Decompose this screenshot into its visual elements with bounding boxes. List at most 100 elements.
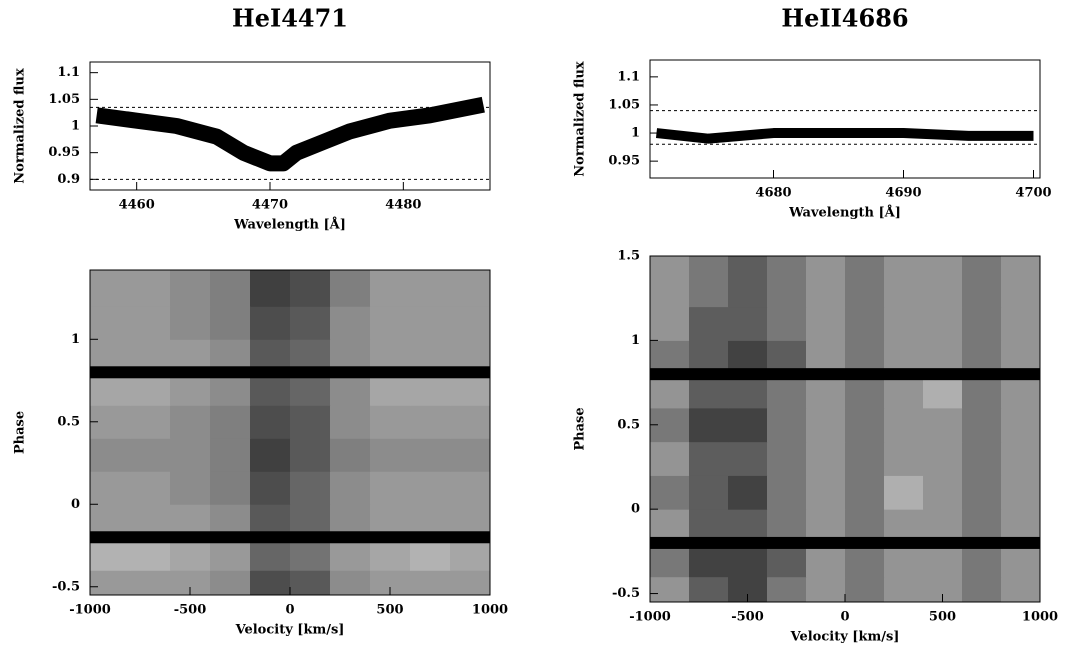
heatmap-cell: [1001, 407, 1041, 443]
heatmap-cell: [962, 475, 1002, 510]
heatmap-cell: [923, 256, 963, 308]
heatmap-cell: [962, 407, 1002, 443]
heatmap-cell: [1001, 306, 1041, 341]
heatmap-cell: [330, 438, 371, 472]
heatmap-cell: [210, 471, 251, 505]
x-tick-label: 4460: [119, 198, 155, 213]
y-tick-label: 1.05: [608, 97, 640, 112]
x-axis-label: Wavelength [Å]: [233, 217, 346, 233]
plot-frame: [649, 59, 1041, 179]
y-axis-label: Normalized flux: [13, 68, 28, 184]
heatmap-cell: [767, 441, 807, 476]
x-tick-label: -1000: [69, 603, 111, 618]
heatmap-cell: [130, 270, 171, 307]
panel-title: HeII4686: [781, 4, 908, 33]
heatmap-cell: [250, 471, 291, 505]
y-tick-label: 0.5: [617, 417, 640, 432]
heatmap-cell: [962, 441, 1002, 476]
heatmap-cell: [962, 256, 1002, 308]
heatmap-cell: [450, 306, 491, 340]
heatmap-cell: [884, 407, 924, 443]
heatmap-cell: [210, 438, 251, 472]
x-tick-label: 4680: [755, 186, 791, 201]
y-tick-label: 0.9: [57, 172, 80, 187]
x-axis-label: Wavelength [Å]: [788, 205, 901, 221]
heatmap-cell: [410, 438, 451, 472]
y-tick-label: 1: [631, 126, 640, 141]
y-tick-label: 0.5: [57, 414, 80, 429]
y-tick-label: 1: [71, 119, 80, 134]
y-axis-label: Normalized flux: [573, 61, 588, 177]
y-tick-label: 1.05: [48, 92, 80, 107]
y-tick-label: 1: [71, 332, 80, 347]
heatmap-cell: [90, 306, 131, 340]
heatmap-cell: [130, 405, 171, 439]
heatmap-cell: [290, 405, 331, 439]
heatmap-cell: [767, 256, 807, 308]
x-tick-label: 0: [840, 610, 849, 625]
x-tick-label: 0: [285, 603, 294, 618]
y-tick-label: -0.5: [612, 586, 640, 601]
spectrum: [95, 96, 485, 172]
x-tick-label: 4690: [885, 186, 921, 201]
heatmap-cell: [330, 405, 371, 439]
x-tick-label: 4700: [1015, 186, 1051, 201]
heatmap-cell: [210, 405, 251, 439]
heatmap-cell: [806, 256, 846, 308]
heatmap-cell: [728, 475, 768, 510]
heatmap-cell: [689, 306, 729, 341]
heatmap-cell: [370, 405, 411, 439]
heatmap-cell: [728, 306, 768, 341]
heatmap-cell: [410, 405, 451, 439]
heatmap-cell: [210, 306, 251, 340]
heatmap-cell: [845, 407, 885, 443]
heatmap-cell: [650, 441, 690, 476]
heatmap-cell: [650, 306, 690, 341]
spectrum: [655, 128, 1034, 144]
gap-band: [90, 366, 490, 379]
y-tick-label: 1.1: [57, 65, 80, 80]
y-tick-label: 0.95: [48, 145, 80, 160]
heatmap-cell: [250, 306, 291, 340]
heatmap-cell: [330, 471, 371, 505]
panel-title: HeI4471: [232, 4, 348, 33]
gap-band: [650, 536, 1040, 549]
heatmap-cell: [884, 441, 924, 476]
y-axis-label: Phase: [13, 411, 28, 454]
heatmap-cell: [410, 306, 451, 340]
x-axis-label: Velocity [km/s]: [790, 630, 900, 645]
heatmap-cell: [767, 475, 807, 510]
heatmap-cell: [728, 441, 768, 476]
y-tick-label: 0.95: [608, 154, 640, 169]
heatmap-cell: [170, 438, 211, 472]
heatmap-cell: [806, 306, 846, 341]
heatmap-cell: [370, 270, 411, 307]
x-tick-label: -1000: [629, 610, 671, 625]
heatmap-cell: [290, 438, 331, 472]
heatmap-cell: [806, 475, 846, 510]
heatmap-cell: [370, 438, 411, 472]
heatmap-cell: [884, 306, 924, 341]
heatmap-cell: [923, 441, 963, 476]
heatmap-cell: [130, 471, 171, 505]
heatmap-cell: [806, 441, 846, 476]
heatmap-cell: [450, 405, 491, 439]
heatmap-cell: [845, 256, 885, 308]
heatmap-cell: [689, 256, 729, 308]
heatmap-cell: [410, 270, 451, 307]
heatmap-cell: [450, 438, 491, 472]
gap-band: [90, 531, 490, 544]
heatmap-cell: [210, 270, 251, 307]
heatmap-cell: [450, 270, 491, 307]
x-tick-label: 4480: [385, 198, 421, 213]
heatmap-cell: [130, 306, 171, 340]
heatmap-cell: [370, 471, 411, 505]
heatmap-cell: [884, 475, 924, 510]
heatmap-cell: [767, 407, 807, 443]
y-tick-label: 0: [71, 497, 80, 512]
heatmap-cell: [884, 256, 924, 308]
heatmap-cell: [962, 306, 1002, 341]
heatmap-cell: [130, 438, 171, 472]
x-tick-label: 1000: [1022, 610, 1058, 625]
